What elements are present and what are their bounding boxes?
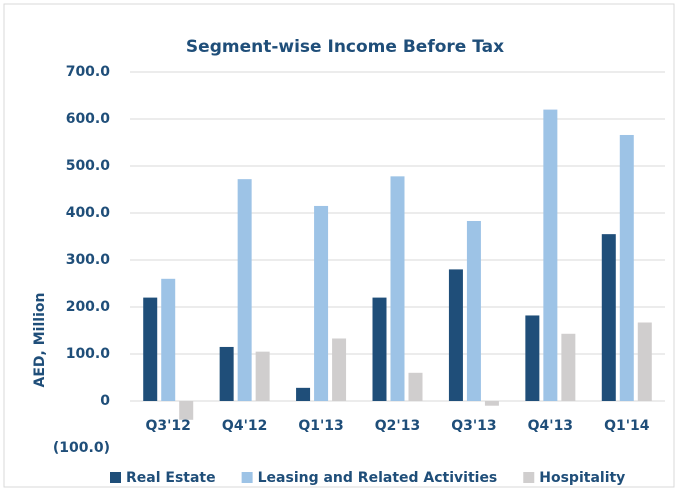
y-tick-label: 200.0 [66,299,111,315]
bar [296,387,311,401]
bar [314,205,329,401]
legend-label: Real Estate [126,470,216,486]
x-tick-label: Q4'12 [222,418,267,434]
y-tick-label: (100.0) [53,440,110,456]
chart-border [3,3,675,488]
y-tick-label: 500.0 [66,158,111,174]
bar [561,333,576,401]
bar [237,179,252,401]
legend-swatch [523,472,535,483]
legend-label: Leasing and Related Activities [258,470,498,486]
x-tick-label: Q1'14 [604,418,650,434]
y-axis-title: AED, Million [32,293,48,388]
bar [255,351,270,401]
bar [179,401,194,420]
x-tick-label: Q3'12 [146,418,191,434]
bar [390,176,405,401]
y-tick-label: 600.0 [66,111,111,127]
bar [601,234,616,401]
y-tick-label: 0 [100,393,110,409]
bar [484,401,499,406]
x-tick-label: Q3'13 [451,418,496,434]
bar [372,297,387,401]
bar [143,297,158,401]
bar [219,346,234,401]
bar [619,134,634,402]
bar [408,372,423,401]
chart-title: Segment-wise Income Before Tax [186,37,504,57]
legend-swatch [110,472,121,483]
bar [525,315,540,401]
x-tick-label: Q4'13 [528,418,573,434]
bar [543,109,558,401]
y-tick-label: 100.0 [66,346,111,362]
bar [448,269,463,401]
y-tick-label: 700.0 [66,64,111,80]
x-tick-label: Q1'13 [298,418,343,434]
bar [161,278,176,401]
bar [466,220,481,401]
bar [637,322,652,401]
y-tick-label: 300.0 [66,252,111,268]
y-tick-label: 400.0 [66,205,111,221]
bar [332,338,347,401]
x-tick-label: Q2'13 [375,418,420,434]
legend-label: Hospitality [539,470,625,486]
legend-swatch [241,472,253,483]
